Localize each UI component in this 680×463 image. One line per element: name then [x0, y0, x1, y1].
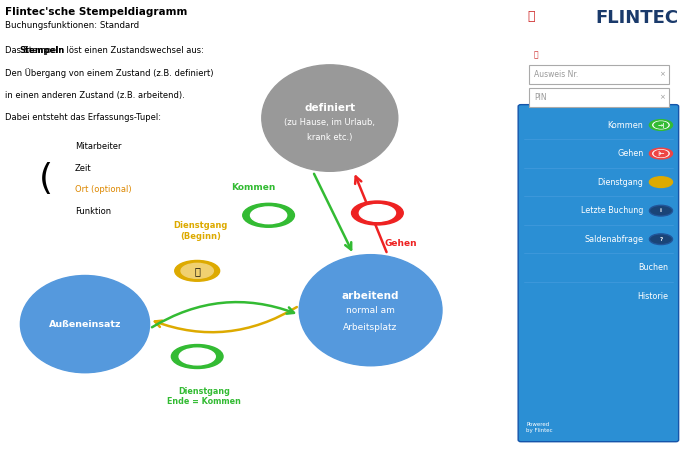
Text: Kommen: Kommen [231, 183, 275, 192]
Text: ×: × [659, 95, 665, 100]
Text: Historie: Historie [637, 292, 668, 301]
Text: Das Stempeln löst einen Zustandswechsel aus:: Das Stempeln löst einen Zustandswechsel … [5, 46, 204, 55]
Text: Ort (optional): Ort (optional) [75, 186, 131, 194]
Ellipse shape [179, 348, 216, 365]
Text: (: ( [39, 162, 53, 196]
Text: Mitarbeiter: Mitarbeiter [75, 142, 121, 151]
Text: Stempeln: Stempeln [20, 46, 65, 55]
Ellipse shape [181, 263, 214, 278]
Text: Gehen: Gehen [384, 238, 417, 248]
Text: in einen anderen Zustand (z.B. arbeitend).: in einen anderen Zustand (z.B. arbeitend… [5, 91, 185, 100]
Ellipse shape [175, 261, 220, 281]
Text: FLINTEC: FLINTEC [596, 9, 679, 27]
Text: 🔥: 🔥 [527, 10, 534, 23]
Text: Letzte Buchung: Letzte Buchung [581, 206, 643, 215]
Text: Funktion: Funktion [75, 207, 111, 216]
Text: ×: × [659, 72, 665, 77]
Text: ?: ? [660, 237, 662, 242]
Text: krank etc.): krank etc.) [307, 133, 352, 142]
Ellipse shape [299, 255, 442, 366]
Ellipse shape [649, 177, 673, 188]
Text: PIN: PIN [534, 93, 547, 102]
Text: Buchungsfunktionen: Standard: Buchungsfunktionen: Standard [5, 21, 139, 30]
FancyBboxPatch shape [529, 88, 669, 107]
Text: FLINTEC: FLINTEC [627, 49, 675, 59]
Text: Kommen: Kommen [607, 120, 643, 130]
Ellipse shape [262, 65, 398, 171]
Text: (zu Hause, im Urlaub,: (zu Hause, im Urlaub, [284, 118, 375, 127]
FancyBboxPatch shape [518, 105, 679, 442]
Text: Saldenabfrage: Saldenabfrage [584, 235, 643, 244]
Text: i: i [660, 208, 662, 213]
Text: Buchen: Buchen [639, 263, 668, 272]
Text: Dienstgang
(Beginn): Dienstgang (Beginn) [173, 221, 228, 241]
Ellipse shape [250, 207, 287, 224]
Text: Ausweis Nr.: Ausweis Nr. [534, 70, 579, 79]
Text: Außeneinsatz: Außeneinsatz [49, 319, 121, 329]
Text: Dabei entsteht das Erfassungs-Tupel:: Dabei entsteht das Erfassungs-Tupel: [5, 113, 161, 122]
Ellipse shape [352, 201, 403, 225]
Ellipse shape [243, 203, 294, 227]
Text: normal am: normal am [346, 306, 395, 315]
Text: 🧳: 🧳 [194, 266, 200, 276]
Ellipse shape [649, 148, 673, 159]
Text: 🔥: 🔥 [534, 50, 539, 59]
Ellipse shape [359, 205, 396, 221]
Text: |←: |← [657, 151, 665, 156]
Text: →|: →| [261, 209, 276, 222]
Text: |←: |← [370, 206, 385, 219]
Text: Den Übergang von einem Zustand (z.B. definiert): Den Übergang von einem Zustand (z.B. def… [5, 69, 214, 78]
FancyBboxPatch shape [529, 65, 669, 84]
Ellipse shape [649, 234, 673, 244]
Text: Dienstgang: Dienstgang [598, 178, 643, 187]
Text: →|: →| [657, 123, 665, 127]
Text: Dienstgang
Ende = Kommen: Dienstgang Ende = Kommen [167, 387, 241, 406]
Text: →|: →| [190, 350, 205, 363]
Ellipse shape [653, 150, 669, 157]
Text: Flintec'sche Stempeldiagramm: Flintec'sche Stempeldiagramm [5, 7, 188, 17]
Text: definiert: definiert [304, 103, 356, 113]
Text: Arbeitsplatz: Arbeitsplatz [343, 323, 398, 332]
Ellipse shape [20, 275, 150, 373]
Text: Gehen: Gehen [617, 149, 643, 158]
Ellipse shape [654, 150, 668, 156]
Text: Powered
by Flintec: Powered by Flintec [526, 422, 553, 433]
Text: arbeitend: arbeitend [342, 291, 399, 301]
Ellipse shape [649, 205, 673, 216]
Ellipse shape [653, 121, 669, 129]
Ellipse shape [171, 344, 223, 369]
Text: Zeit: Zeit [75, 164, 91, 173]
Ellipse shape [649, 119, 673, 131]
Ellipse shape [654, 122, 668, 128]
